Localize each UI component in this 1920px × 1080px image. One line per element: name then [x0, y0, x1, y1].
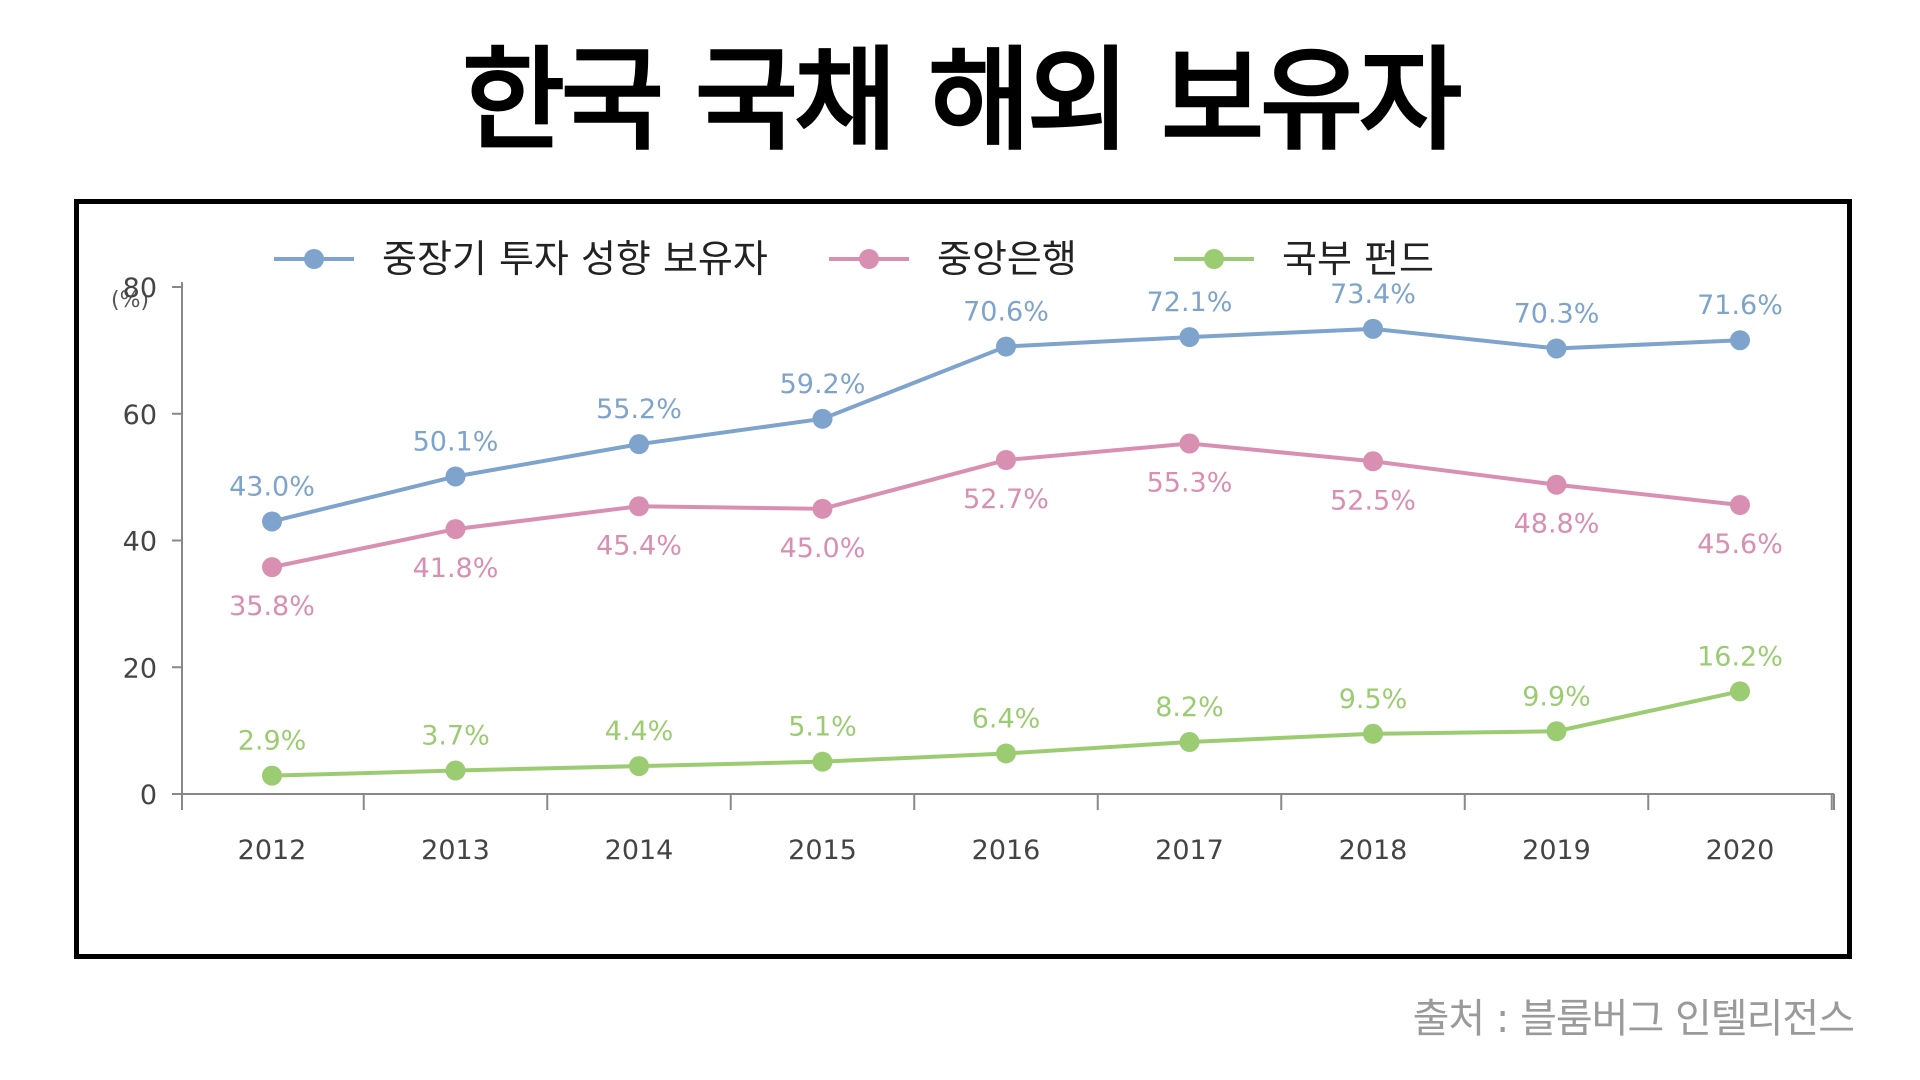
x-tick-label: 2020 [1706, 835, 1775, 866]
data-label: 48.8% [1514, 509, 1600, 540]
page-title: 한국 국채 해외 보유자 [461, 36, 1462, 166]
data-label: 72.1% [1147, 287, 1233, 318]
data-point [1363, 451, 1383, 472]
legend-marker [1204, 249, 1224, 269]
data-point [262, 557, 282, 578]
data-label: 5.1% [788, 712, 857, 743]
data-label: 16.2% [1697, 641, 1783, 672]
legend-marker [304, 249, 324, 269]
data-label: 2.9% [238, 726, 307, 757]
x-tick-label: 2017 [1155, 835, 1224, 866]
data-point [812, 408, 833, 429]
data-point [1546, 721, 1567, 742]
series-3: 2.9% 3.7% 4.4% 5.1% 6.4% 8.2% 9.5% 9.9% 16.2% [238, 641, 1783, 786]
legend-label: 중장기 투자 성향 보유자 [382, 237, 768, 281]
series-1: 43.0% 50.1% 55.2% 59.2% 70.6% 72.1% 73.4% 70.3%… [229, 279, 1783, 532]
data-point [1179, 433, 1200, 454]
x-tick-label: 2012 [238, 835, 307, 866]
data-label: 45.6% [1697, 529, 1783, 560]
chart-axes: 0 20 40 60 80 2012 2013 2014 2015 2016 2017 2018 201… [123, 273, 1835, 866]
data-label: 52.7% [963, 484, 1049, 515]
y-tick-label: 20 [123, 653, 157, 684]
y-tick-label: 40 [123, 527, 157, 558]
y-tick-label: 80 [123, 273, 157, 304]
data-label: 50.1% [413, 426, 499, 457]
data-point [1363, 318, 1383, 339]
data-point [445, 466, 466, 487]
data-label: 55.3% [1147, 468, 1233, 499]
data-label: 3.7% [421, 721, 490, 752]
data-point [812, 751, 833, 772]
data-label: 70.6% [963, 297, 1049, 328]
x-tick-label: 2016 [972, 835, 1041, 866]
series-layer: 43.0% 50.1% 55.2% 59.2% 70.6% 72.1% 73.4% 70.3%… [229, 279, 1783, 786]
x-tick-label: 2015 [788, 835, 857, 866]
data-point [629, 756, 649, 777]
data-point [996, 336, 1016, 357]
data-label: 45.0% [780, 533, 866, 564]
data-point [996, 743, 1016, 764]
data-label: 8.2% [1155, 692, 1224, 723]
data-point [1730, 330, 1750, 351]
chart-frame: 중장기 투자 성향 보유자 중앙은행 국부 펀드 (%) 0 20 40 60 80 2012… [74, 199, 1852, 959]
x-tick-label: 2019 [1522, 835, 1591, 866]
data-point [262, 511, 282, 532]
y-tick-label: 60 [123, 400, 157, 431]
x-tick-label: 2013 [421, 835, 490, 866]
data-point [1730, 495, 1750, 516]
data-point [996, 450, 1016, 471]
x-tick-label: 2014 [605, 835, 674, 866]
legend-marker [859, 249, 879, 269]
source-caption: 출처 : 블룸버그 인텔리전스 [1412, 996, 1855, 1042]
data-point [262, 765, 282, 786]
data-label: 52.5% [1330, 485, 1416, 516]
data-label: 9.5% [1339, 684, 1408, 715]
data-label: 71.6% [1697, 290, 1783, 321]
data-point [629, 434, 649, 455]
legend-label: 국부 펀드 [1282, 237, 1434, 281]
data-point [812, 498, 833, 519]
data-point [1179, 327, 1200, 348]
data-label: 41.8% [413, 553, 499, 584]
y-tick-label: 0 [140, 780, 157, 811]
data-label: 70.3% [1514, 298, 1600, 329]
data-label: 43.0% [229, 471, 315, 502]
data-point [629, 496, 649, 517]
data-label: 55.2% [596, 394, 682, 425]
data-label: 9.9% [1522, 681, 1591, 712]
data-point [1363, 723, 1383, 744]
data-label: 35.8% [229, 591, 315, 622]
data-label: 59.2% [780, 369, 866, 400]
data-label: 6.4% [972, 703, 1041, 734]
data-label: 45.4% [596, 530, 682, 561]
x-tick-label: 2018 [1339, 835, 1408, 866]
data-point [1546, 338, 1567, 359]
data-point [1546, 474, 1567, 495]
chart-legend: 중장기 투자 성향 보유자 중앙은행 국부 펀드 [274, 237, 1434, 281]
data-point [445, 760, 466, 781]
data-label: 73.4% [1330, 279, 1416, 310]
data-label: 4.4% [605, 716, 674, 747]
legend-label: 중앙은행 [937, 237, 1077, 281]
line-chart: 중장기 투자 성향 보유자 중앙은행 국부 펀드 (%) 0 20 40 60 80 2012… [111, 237, 1835, 866]
y-axis-unit-label: (%) [111, 288, 149, 313]
series-2: 35.8% 41.8% 45.4% 45.0% 52.7% 55.3% 52.5% 48.8%… [229, 433, 1783, 622]
data-point [1179, 732, 1200, 753]
data-point [445, 519, 466, 540]
data-point [1730, 681, 1750, 702]
